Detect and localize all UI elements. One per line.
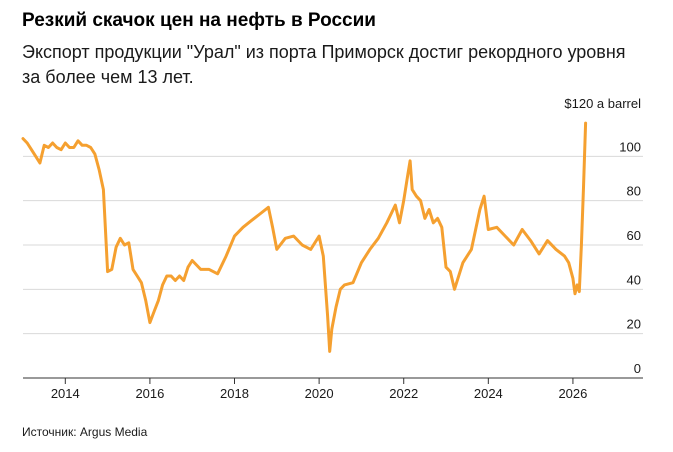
- x-tick-label: 2024: [474, 386, 503, 401]
- x-tick-label: 2026: [558, 386, 587, 401]
- chart-subtitle: Экспорт продукции "Урал" из порта Примор…: [22, 42, 626, 87]
- source-note: Источник: Argus Media: [22, 425, 148, 439]
- series-line: [21, 121, 588, 353]
- x-tick-label: 2018: [220, 386, 249, 401]
- y-tick-label: 40: [627, 272, 641, 287]
- y-tick-label: 80: [627, 184, 641, 199]
- y-tick-label: 0: [634, 361, 641, 376]
- y-tick-label: 100: [619, 139, 641, 154]
- y-tick-label: 20: [627, 317, 641, 332]
- x-tick-label: 2020: [305, 386, 334, 401]
- y-tick-label: 60: [627, 228, 641, 243]
- x-tick-label: 2016: [135, 386, 164, 401]
- x-tick-label: 2022: [389, 386, 418, 401]
- chart-title: Резкий скачок цен на нефть в России: [22, 10, 376, 31]
- unit-label: $120 a barrel: [564, 96, 641, 111]
- x-tick-label: 2014: [51, 386, 80, 401]
